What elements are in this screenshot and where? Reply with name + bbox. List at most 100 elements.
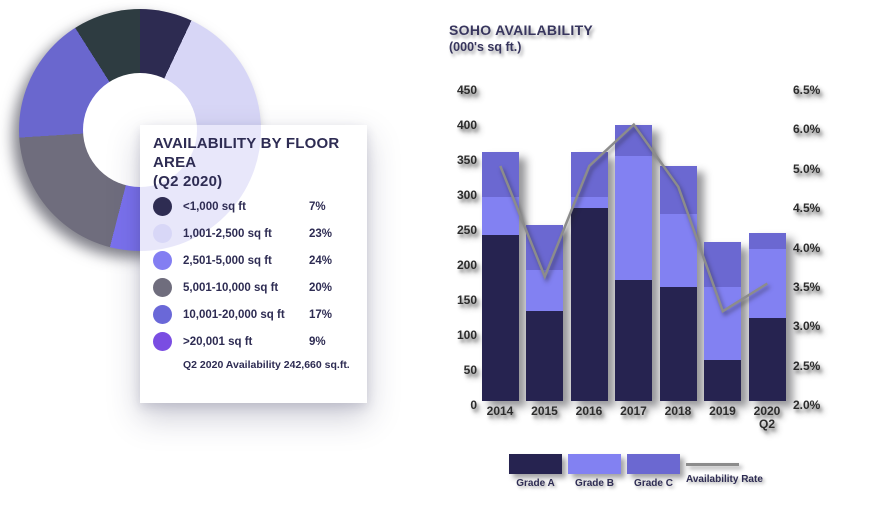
bar-segment-grade-a xyxy=(526,311,563,401)
x-axis-label-2014: 2014 xyxy=(486,404,514,418)
soho-chart-title: SOHO AVAILABILITY xyxy=(449,22,594,38)
bar-segment-grade-c xyxy=(704,242,741,287)
legend-dot-icon xyxy=(153,197,172,216)
bar-segment-grade-a xyxy=(659,286,697,401)
card-title-line1: AVAILABILITY BY FLOOR AREA xyxy=(153,135,340,171)
left-axis-tick-label: 150 xyxy=(456,293,477,307)
legend-row-label: 10,001-20,000 sq ft xyxy=(183,308,285,321)
bar-segment-grade-a xyxy=(481,235,519,401)
bar-segment-grade-b xyxy=(748,248,786,319)
legend-color-swatch-icon xyxy=(509,454,562,474)
bar-segment-grade-b xyxy=(570,197,608,208)
left-axis-tick-label: 350 xyxy=(456,153,477,167)
left-axis-tick-label: 450 xyxy=(456,83,477,97)
bar-segment-grade-b xyxy=(615,155,652,281)
bar-segment-grade-c xyxy=(748,233,786,249)
floor-area-legend-row: <1,000 sq ft 7% xyxy=(153,197,332,216)
legend-row-value: 23% xyxy=(309,227,333,240)
stacked-bar-2015 xyxy=(526,224,563,401)
legend-row-value: 24% xyxy=(309,254,333,267)
bar-segment-grade-c xyxy=(615,124,652,156)
chart-legend-label: Availability Rate xyxy=(686,474,763,485)
chart-legend-label: Grade B xyxy=(575,478,614,489)
card-title: AVAILABILITY BY FLOOR AREA (Q2 2020) xyxy=(153,134,367,191)
legend-dot-icon xyxy=(153,332,172,351)
soho-chart-legend: Grade A Grade B Grade C Availability Rate xyxy=(509,454,763,489)
floor-area-legend-row: 2,501-5,000 sq ft 24% xyxy=(153,251,332,270)
left-axis-tick-label: 300 xyxy=(456,188,477,202)
legend-row-value: 17% xyxy=(309,308,333,321)
chart-legend-item-grade-c: Grade C xyxy=(627,454,680,489)
stacked-bar-2018 xyxy=(659,166,697,401)
legend-row-label: >20,001 sq ft xyxy=(183,335,253,348)
floor-area-card: AVAILABILITY BY FLOOR AREA (Q2 2020) <1,0… xyxy=(140,125,367,403)
bar-segment-grade-a xyxy=(615,280,652,401)
right-axis-tick-label: 6.0% xyxy=(793,122,821,137)
right-axis-tick-label: 3.0% xyxy=(793,319,821,334)
stacked-bar-2014 xyxy=(481,152,519,401)
legend-row-label: 5,001-10,000 sq ft xyxy=(183,281,279,294)
floor-area-legend-row: 1,001-2,500 sq ft 23% xyxy=(153,224,332,243)
legend-dot-icon xyxy=(153,251,172,270)
bar-segment-grade-c xyxy=(570,152,608,198)
bar-segment-grade-c xyxy=(481,152,519,198)
right-axis-tick-label: 5.0% xyxy=(793,161,821,176)
x-axis-label-2019: 2019 xyxy=(709,404,736,418)
x-axis-label-2017: 2017 xyxy=(620,404,647,418)
chart-legend-item-availability-rate: Availability Rate xyxy=(686,454,763,489)
x-axis-label-2020-q2: 2020 Q2 xyxy=(753,404,781,431)
bar-segment-grade-b xyxy=(526,269,563,312)
bar-segment-grade-a xyxy=(704,359,741,401)
bar-segment-grade-a xyxy=(748,318,786,401)
x-axis-label-2018: 2018 xyxy=(664,404,692,418)
x-axis-label-2016: 2016 xyxy=(575,404,603,418)
floor-area-legend-row: >20,001 sq ft 9% xyxy=(153,332,332,351)
legend-dot-icon xyxy=(153,278,172,297)
bar-segment-grade-a xyxy=(570,207,608,401)
bar-segment-grade-b xyxy=(481,197,519,236)
legend-row-value: 7% xyxy=(309,200,326,213)
floor-area-legend-row: 5,001-10,000 sq ft 20% xyxy=(153,278,332,297)
left-axis-tick-label: 100 xyxy=(456,328,477,342)
stacked-bar-2016 xyxy=(570,152,608,401)
chart-legend-item-grade-b: Grade B xyxy=(568,454,621,489)
left-axis-tick-label: 400 xyxy=(456,118,477,132)
chart-legend-label: Grade C xyxy=(634,478,673,489)
left-axis-tick-label: 0 xyxy=(470,398,477,412)
stacked-bar-2020-q2 xyxy=(748,233,786,401)
right-axis-tick-label: 2.5% xyxy=(793,358,821,373)
floor-area-legend: <1,000 sq ft 7% 1,001-2,500 sq ft 23% 2,501-… xyxy=(153,197,332,359)
legend-color-swatch-icon xyxy=(568,454,621,474)
right-axis-tick-label: 4.5% xyxy=(793,201,821,216)
legend-row-label: 1,001-2,500 sq ft xyxy=(183,227,272,240)
right-axis-tick-label: 2.0% xyxy=(793,398,821,412)
x-axis-label-2015: 2015 xyxy=(531,404,558,418)
soho-chart-subtitle: (000's sq ft.) xyxy=(449,40,522,54)
bar-segment-grade-b xyxy=(704,286,741,360)
left-axis-tick-label: 250 xyxy=(456,223,477,237)
legend-color-swatch-icon xyxy=(627,454,680,474)
right-axis-tick-label: 4.0% xyxy=(793,240,821,255)
legend-row-value: 20% xyxy=(309,281,333,294)
left-axis-tick-label: 50 xyxy=(463,363,477,377)
card-footer-note: Q2 2020 Availability 242,660 sq.ft. xyxy=(183,359,350,371)
right-axis-tick-label: 6.5% xyxy=(793,83,821,97)
floor-area-legend-row: 10,001-20,000 sq ft 17% xyxy=(153,305,332,324)
legend-dot-icon xyxy=(153,224,172,243)
left-axis-tick-label: 200 xyxy=(456,258,477,272)
legend-line-swatch-icon xyxy=(686,463,739,466)
right-axis-tick-label: 3.5% xyxy=(793,279,821,294)
legend-dot-icon xyxy=(153,305,172,324)
stacked-bar-2019 xyxy=(704,242,741,401)
chart-legend-label: Grade A xyxy=(516,478,555,489)
stacked-bar-2017 xyxy=(615,124,652,401)
bar-segment-grade-b xyxy=(659,214,697,287)
bar-segment-grade-c xyxy=(526,224,563,270)
legend-row-label: <1,000 sq ft xyxy=(183,200,246,213)
bar-segment-grade-c xyxy=(659,166,697,215)
legend-row-label: 2,501-5,000 sq ft xyxy=(183,254,272,267)
card-title-line2: (Q2 2020) xyxy=(153,173,223,190)
chart-legend-item-grade-a: Grade A xyxy=(509,454,562,489)
legend-row-value: 9% xyxy=(309,335,326,348)
